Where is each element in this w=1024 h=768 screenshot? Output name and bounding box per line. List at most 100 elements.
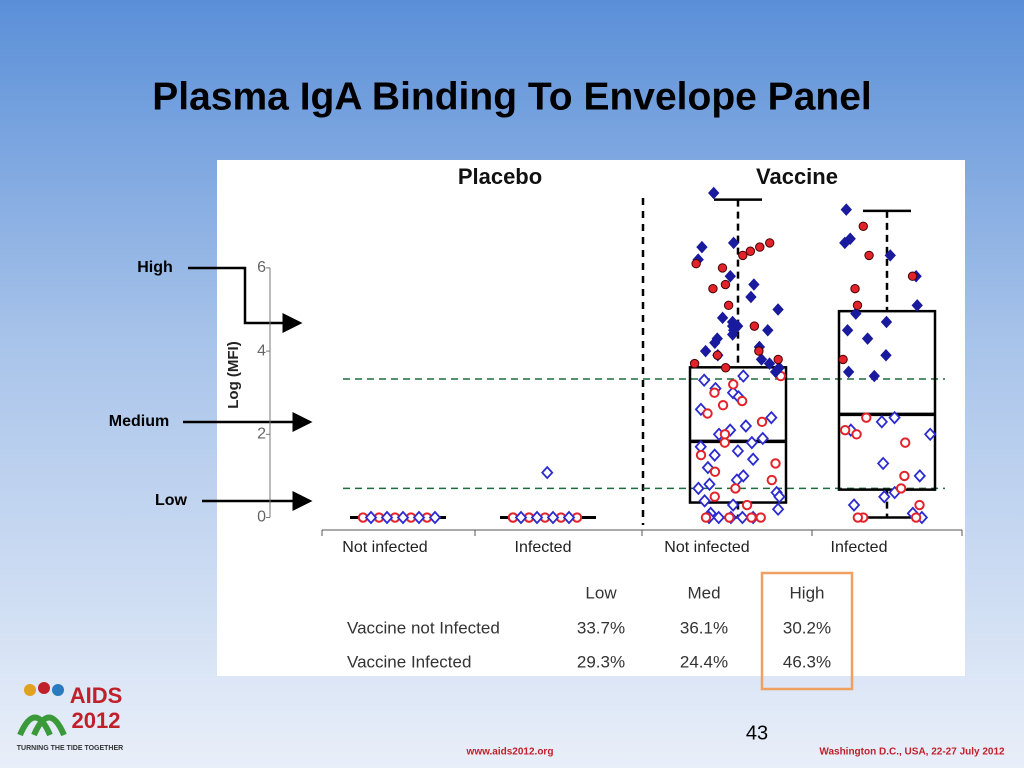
data-point (720, 363, 731, 373)
data-point (727, 236, 740, 250)
data-point (762, 324, 774, 337)
data-point (840, 203, 852, 216)
data-point (838, 354, 848, 365)
data-point (712, 350, 723, 360)
data-point (696, 240, 708, 254)
data-point (530, 510, 544, 525)
table-header: High (790, 583, 825, 602)
chart-panel (217, 160, 965, 676)
data-point (689, 358, 700, 369)
data-point (712, 510, 725, 525)
data-point (876, 456, 890, 471)
annotation: Medium (109, 413, 169, 430)
data-point (911, 299, 923, 312)
data-point (899, 470, 910, 482)
data-point (723, 300, 734, 311)
data-point (412, 510, 426, 525)
data-point (717, 399, 729, 411)
data-point (699, 344, 712, 358)
table-row-label: Vaccine Infected (347, 652, 471, 671)
data-point (839, 424, 851, 436)
data-point (766, 474, 778, 486)
data-point (736, 510, 749, 525)
data-point (847, 498, 861, 512)
data-point (765, 410, 778, 425)
y-axis-label: Log (MFI) (225, 341, 242, 408)
x-tick-label: Not infected (664, 539, 749, 556)
data-point (738, 250, 748, 261)
data-point (868, 369, 880, 383)
data-point (739, 419, 753, 433)
data-point (745, 435, 759, 450)
data-point (763, 357, 776, 370)
data-point (701, 460, 715, 475)
data-point (709, 387, 720, 398)
data-point (895, 483, 907, 494)
data-point (700, 512, 712, 523)
data-point (708, 283, 718, 294)
data-point (888, 410, 901, 425)
data-point (695, 449, 707, 461)
box (837, 309, 937, 491)
annotation: High (137, 259, 173, 276)
data-point (724, 512, 735, 523)
x-tick-label: Infected (515, 539, 572, 556)
footer-location: Washington D.C., USA, 22-27 July 2012 (819, 747, 1005, 758)
data-point (719, 437, 731, 448)
data-point (692, 481, 705, 496)
data-point (839, 236, 851, 250)
data-point (731, 444, 745, 458)
data-point (745, 290, 757, 304)
data-point (698, 494, 711, 508)
data-point (697, 373, 711, 388)
data-point (900, 437, 911, 448)
box (688, 366, 788, 504)
data-point (773, 489, 786, 504)
data-point (773, 354, 783, 365)
data-point (737, 369, 750, 383)
table-cell: 33.7% (577, 618, 625, 637)
data-point (756, 416, 768, 428)
x-tick-label: Not infected (342, 539, 427, 556)
data-point (769, 365, 782, 379)
data-point (770, 458, 781, 469)
data-point (709, 466, 721, 477)
data-point (852, 300, 863, 311)
data-point (726, 498, 740, 512)
footer-url: www.aids2012.org (466, 747, 554, 758)
group-label: Placebo (458, 164, 542, 189)
data-point (730, 483, 741, 494)
data-point (861, 412, 872, 423)
data-point (717, 263, 728, 273)
data-point (728, 379, 739, 390)
data-point (754, 346, 764, 356)
table-header: Low (585, 583, 617, 602)
data-point (514, 510, 528, 525)
table-header: Med (687, 583, 720, 602)
table-row-label: Vaccine not Infected (347, 618, 500, 637)
data-point (709, 336, 721, 350)
logo: AIDS 2012 TURNING THE TIDE TOGETHER (17, 682, 123, 752)
y-tick-label: 6 (257, 259, 266, 276)
data-point (850, 283, 860, 294)
data-point (716, 311, 729, 325)
data-point (396, 510, 410, 525)
group-label: Vaccine (756, 164, 838, 189)
data-point (880, 349, 892, 362)
data-point (852, 512, 864, 523)
data-point (709, 491, 720, 502)
page-number: 43 (746, 722, 768, 744)
data-point (380, 510, 394, 525)
data-point (541, 465, 554, 480)
data-point (719, 429, 731, 440)
data-point (546, 510, 560, 525)
title: Plasma IgA Binding To Envelope Panel (152, 75, 871, 118)
data-point (694, 402, 708, 417)
data-point (850, 307, 862, 320)
table-cell: 24.4% (680, 652, 728, 671)
data-point (691, 259, 701, 269)
data-point (749, 321, 760, 331)
data-point (923, 427, 937, 442)
data-point (858, 221, 868, 231)
data-point (851, 429, 862, 440)
